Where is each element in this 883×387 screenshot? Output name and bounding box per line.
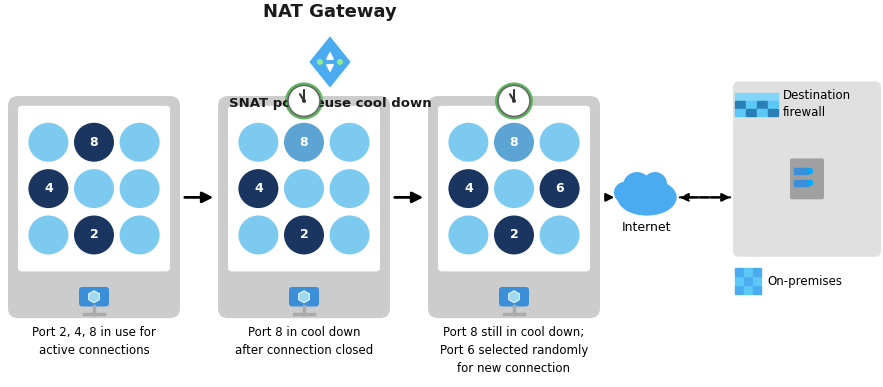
Circle shape	[494, 123, 534, 162]
Text: SNAT port reuse cool down: SNAT port reuse cool down	[229, 97, 431, 110]
FancyBboxPatch shape	[733, 81, 881, 257]
Bar	[735, 286, 743, 294]
Circle shape	[807, 180, 812, 185]
Circle shape	[329, 169, 370, 208]
Circle shape	[807, 169, 812, 173]
Text: Destination
firewall: Destination firewall	[783, 89, 851, 119]
Bar	[746, 101, 756, 108]
Text: 4: 4	[464, 182, 472, 195]
Text: 4: 4	[254, 182, 263, 195]
Circle shape	[643, 172, 667, 195]
Circle shape	[614, 182, 636, 203]
Bar	[757, 101, 767, 108]
Text: 2: 2	[509, 228, 518, 241]
Circle shape	[28, 123, 68, 162]
Bar	[768, 109, 778, 116]
FancyBboxPatch shape	[428, 96, 600, 318]
Circle shape	[623, 172, 651, 199]
Bar	[744, 286, 752, 294]
FancyBboxPatch shape	[18, 106, 170, 271]
FancyBboxPatch shape	[438, 106, 590, 271]
Bar	[794, 180, 808, 186]
Circle shape	[284, 169, 324, 208]
Bar	[757, 109, 767, 116]
Circle shape	[512, 99, 516, 103]
Circle shape	[540, 216, 579, 255]
Bar	[753, 269, 761, 276]
Bar	[746, 109, 756, 116]
Bar	[753, 277, 761, 285]
Polygon shape	[89, 291, 99, 303]
FancyBboxPatch shape	[228, 106, 380, 271]
Text: 8: 8	[90, 136, 98, 149]
Bar	[746, 93, 756, 100]
Circle shape	[74, 169, 114, 208]
Bar	[735, 93, 745, 100]
Circle shape	[285, 82, 323, 120]
Circle shape	[337, 59, 343, 65]
Circle shape	[494, 216, 534, 255]
Text: 6: 6	[555, 182, 564, 195]
Circle shape	[284, 123, 324, 162]
Circle shape	[28, 216, 68, 255]
Circle shape	[74, 216, 114, 255]
Circle shape	[119, 216, 160, 255]
Bar	[768, 93, 778, 100]
Circle shape	[28, 169, 68, 208]
FancyBboxPatch shape	[289, 287, 319, 307]
Circle shape	[302, 99, 306, 103]
Bar	[753, 286, 761, 294]
Bar	[735, 277, 743, 285]
Circle shape	[238, 169, 278, 208]
Circle shape	[284, 216, 324, 255]
Polygon shape	[308, 35, 352, 89]
Circle shape	[119, 123, 160, 162]
Text: Port 8 in cool down
after connection closed: Port 8 in cool down after connection clo…	[235, 326, 374, 357]
Text: On-premises: On-premises	[767, 275, 842, 288]
Circle shape	[238, 123, 278, 162]
Polygon shape	[298, 291, 309, 303]
Text: 8: 8	[509, 136, 518, 149]
FancyBboxPatch shape	[8, 96, 180, 318]
Circle shape	[238, 216, 278, 255]
Bar	[735, 109, 745, 116]
Bar	[794, 168, 808, 174]
Text: 2: 2	[299, 228, 308, 241]
Circle shape	[449, 169, 488, 208]
Circle shape	[495, 82, 533, 120]
Circle shape	[540, 123, 579, 162]
Text: 2: 2	[90, 228, 98, 241]
Bar	[735, 269, 743, 276]
Circle shape	[498, 86, 530, 116]
Circle shape	[329, 216, 370, 255]
Text: Internet: Internet	[623, 221, 672, 234]
Circle shape	[74, 123, 114, 162]
Circle shape	[119, 169, 160, 208]
Bar	[768, 101, 778, 108]
FancyBboxPatch shape	[79, 287, 109, 307]
Circle shape	[329, 123, 370, 162]
Bar	[744, 269, 752, 276]
Text: NAT Gateway: NAT Gateway	[263, 3, 396, 21]
Text: 8: 8	[299, 136, 308, 149]
Ellipse shape	[618, 180, 676, 215]
Circle shape	[494, 169, 534, 208]
Circle shape	[449, 216, 488, 255]
Text: 4: 4	[44, 182, 53, 195]
Circle shape	[540, 169, 579, 208]
Bar	[757, 93, 767, 100]
FancyBboxPatch shape	[790, 158, 824, 199]
Text: Port 2, 4, 8 in use for
active connections: Port 2, 4, 8 in use for active connectio…	[32, 326, 156, 357]
FancyBboxPatch shape	[218, 96, 390, 318]
Circle shape	[317, 59, 323, 65]
Bar	[735, 101, 745, 108]
Polygon shape	[509, 291, 519, 303]
Circle shape	[288, 86, 320, 116]
Text: Port 8 still in cool down;
Port 6 selected randomly
for new connection: Port 8 still in cool down; Port 6 select…	[440, 326, 588, 375]
FancyBboxPatch shape	[499, 287, 529, 307]
Circle shape	[449, 123, 488, 162]
Bar	[744, 277, 752, 285]
